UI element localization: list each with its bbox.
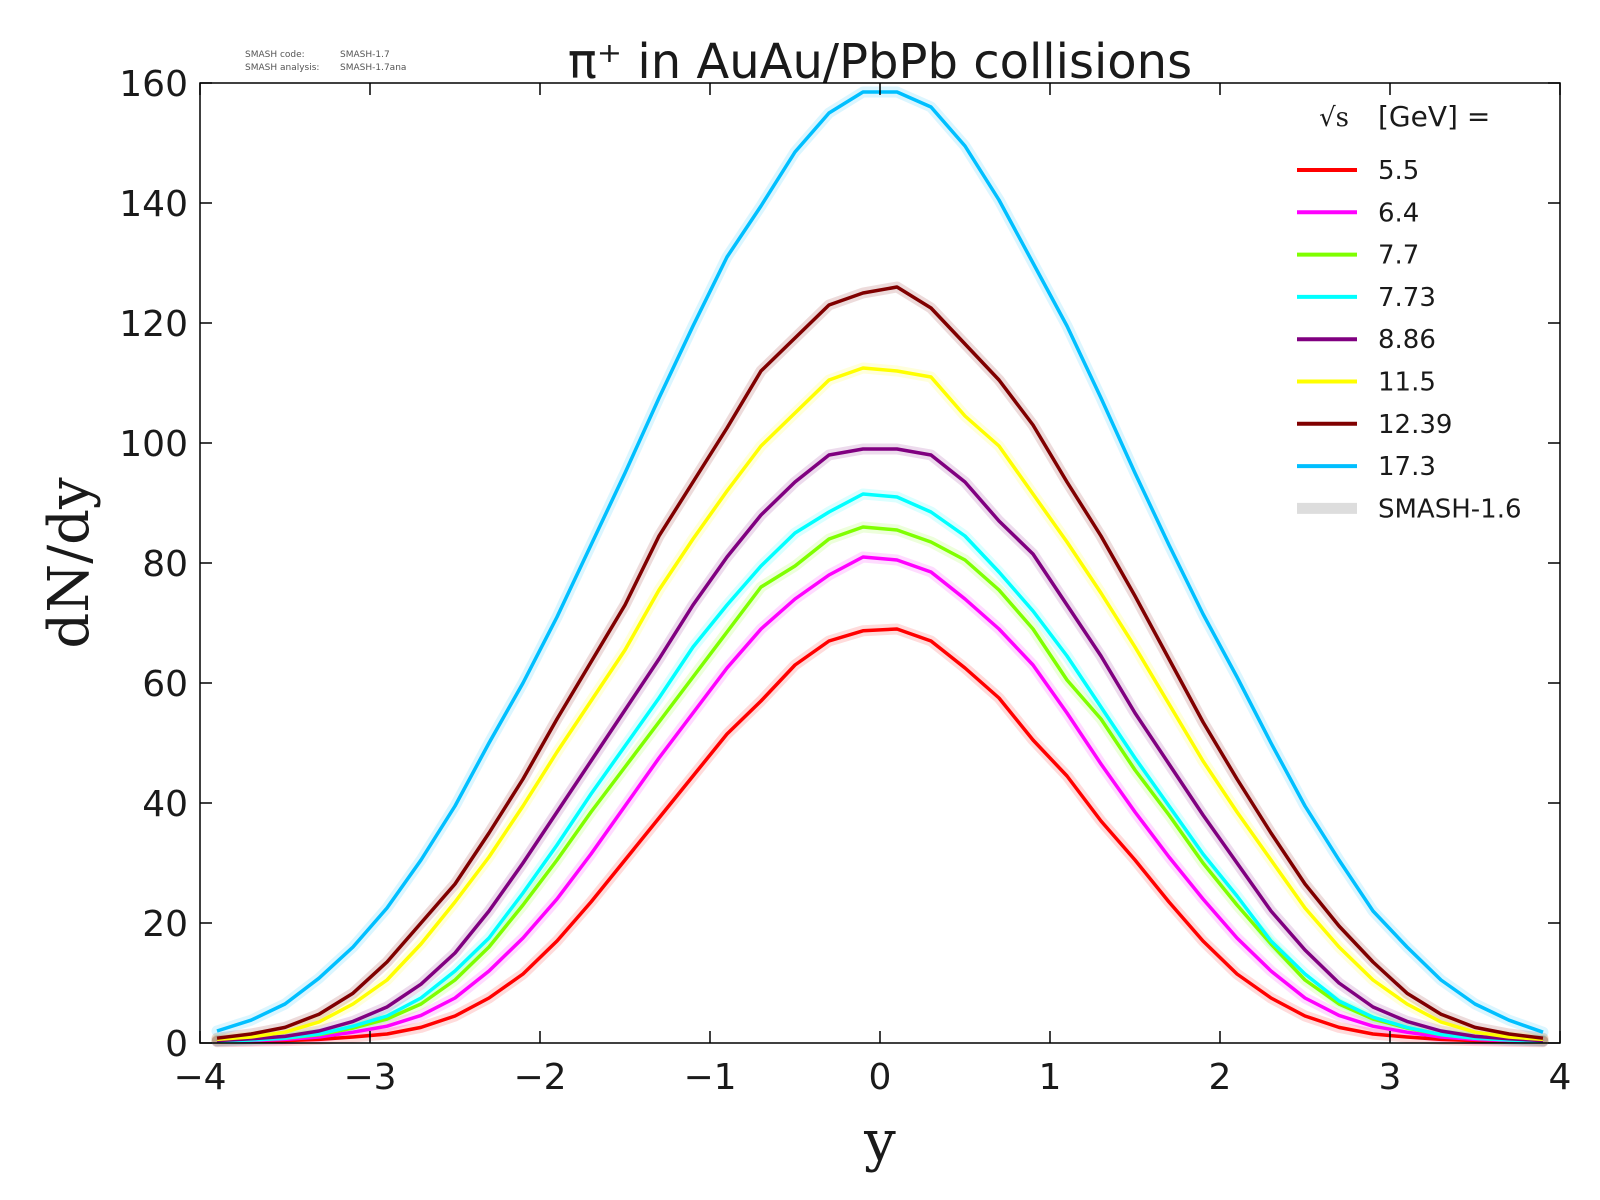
- series-line-4: [216, 447, 1544, 1043]
- code-info-line1-value: SMASH-1.7: [340, 50, 390, 60]
- series-line-2: [216, 525, 1544, 1043]
- legend-label-3: 7.73: [1378, 283, 1436, 313]
- x-tick-label: −4: [173, 1057, 226, 1098]
- y-tick-label: 60: [142, 664, 188, 705]
- legend-label-6: 12.39: [1378, 410, 1452, 440]
- code-info: SMASH code: SMASH-1.7 SMASH analysis: SM…: [245, 50, 406, 73]
- series-line-1: [216, 555, 1544, 1043]
- y-tick-label: 120: [119, 304, 188, 345]
- x-tick-label: −1: [683, 1057, 736, 1098]
- y-tick-label: 100: [119, 424, 188, 465]
- legend-label-2: 7.7: [1378, 241, 1419, 271]
- series-layer: [216, 90, 1544, 1044]
- series-line-5: [216, 366, 1544, 1042]
- code-info-line1-label: SMASH code:: [245, 50, 305, 60]
- legend-label-band: SMASH-1.6: [1378, 494, 1522, 524]
- legend-label-5: 11.5: [1378, 368, 1436, 398]
- x-tick-label: 3: [1379, 1057, 1402, 1098]
- code-info-line2-label: SMASH analysis:: [245, 63, 319, 73]
- y-tick-label: 160: [119, 64, 188, 105]
- x-tick-label: 1: [1039, 1057, 1062, 1098]
- legend-title-suffix: [GeV] =: [1378, 100, 1490, 133]
- legend-label-7: 17.3: [1378, 452, 1436, 482]
- x-axis-label: y: [863, 1109, 896, 1174]
- y-axis-label: dN/dy: [37, 477, 102, 649]
- legend-title-prefix: √s: [1319, 103, 1349, 133]
- x-tick-label: 0: [869, 1057, 892, 1098]
- series-line-6: [216, 285, 1544, 1040]
- chart-title: π⁺ in AuAu/PbPb collisions: [568, 34, 1192, 90]
- y-tick-label: 80: [142, 544, 188, 585]
- legend-label-1: 6.4: [1378, 198, 1419, 228]
- x-tick-label: 2: [1209, 1057, 1232, 1098]
- legend: √s [GeV] = 5.5 6.4 7.7 7.73 8.86 11.5 12.39 17.…: [1297, 100, 1522, 524]
- x-tick-label: −3: [343, 1057, 396, 1098]
- y-tick-label: 140: [119, 184, 188, 225]
- y-tick-label: 20: [142, 904, 188, 945]
- code-info-line2-value: SMASH-1.7ana: [340, 63, 406, 73]
- y-axis: 0 20 40 60 80 100 120 140 160: [119, 64, 1560, 1065]
- series-line-0: [216, 627, 1544, 1044]
- y-tick-label: 40: [142, 784, 188, 825]
- legend-label-4: 8.86: [1378, 325, 1436, 355]
- y-tick-label: 0: [165, 1024, 188, 1065]
- x-tick-label: −2: [513, 1057, 566, 1098]
- legend-label-0: 5.5: [1378, 156, 1419, 186]
- series-line-3: [216, 492, 1544, 1043]
- x-axis: −4 −3 −2 −1 0 1 2 3 4: [173, 83, 1571, 1098]
- x-tick-label: 4: [1549, 1057, 1572, 1098]
